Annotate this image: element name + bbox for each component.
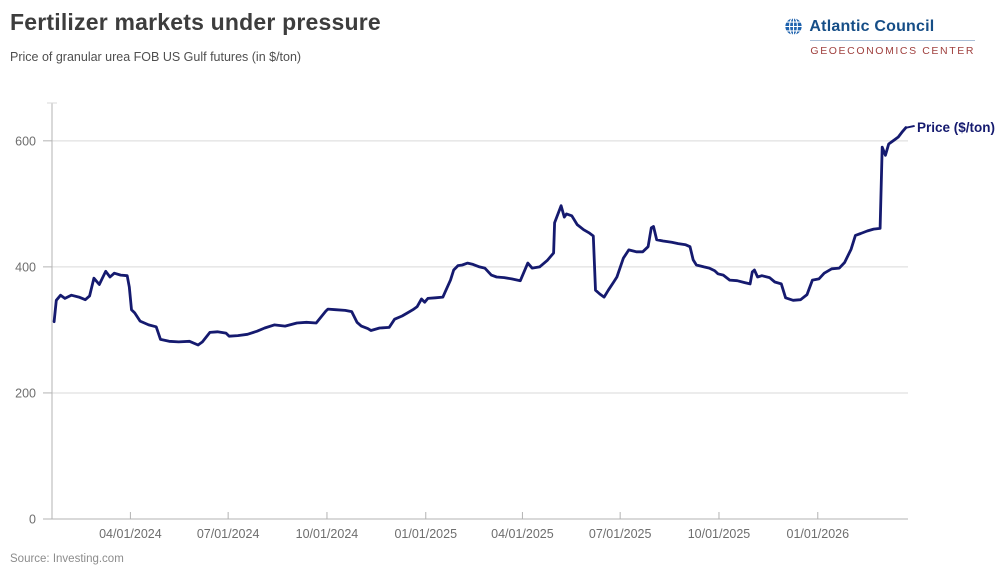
- y-tick-label: 200: [15, 386, 36, 400]
- y-tick-label: 0: [29, 513, 36, 527]
- x-tick-label: 01/01/2025: [394, 527, 457, 541]
- price-line: [52, 126, 908, 347]
- y-tick-labels: 0 200 400 600: [15, 134, 52, 527]
- logo-org-name: Atlantic Council: [809, 17, 935, 35]
- logo-center-block: GEOECONOMICS CENTER: [810, 40, 975, 57]
- x-tick-label: 01/01/2026: [787, 527, 850, 541]
- series-label: Price ($/ton): [917, 120, 996, 135]
- x-tick-label: 04/01/2024: [99, 527, 162, 541]
- chart-subtitle: Price of granular urea FOB US Gulf futur…: [10, 50, 302, 64]
- axes: [47, 102, 908, 520]
- logo-divider: [810, 40, 975, 41]
- series-label-connector: [905, 125, 915, 129]
- x-tick-labels: 04/01/2024 07/01/2024 10/01/2024 01/01/2025…: [99, 512, 849, 541]
- x-tick-label: 10/01/2024: [296, 527, 359, 541]
- logo-org-row: Atlantic Council: [784, 17, 975, 36]
- logo-center-name: GEOECONOMICS CENTER: [810, 45, 975, 57]
- atlantic-council-logo: Atlantic Council GEOECONOMICS CENTER: [784, 17, 975, 57]
- x-tick-label: 07/01/2024: [197, 527, 260, 541]
- globe-icon: [784, 17, 804, 36]
- y-tick-label: 600: [15, 134, 36, 148]
- x-tick-label: 07/01/2025: [589, 527, 652, 541]
- chart-title: Fertilizer markets under pressure: [10, 9, 381, 35]
- source-note: Source: Investing.com: [10, 553, 124, 565]
- x-tick-label: 04/01/2025: [491, 527, 554, 541]
- x-tick-label: 10/01/2025: [688, 527, 751, 541]
- y-tick-label: 400: [15, 260, 36, 274]
